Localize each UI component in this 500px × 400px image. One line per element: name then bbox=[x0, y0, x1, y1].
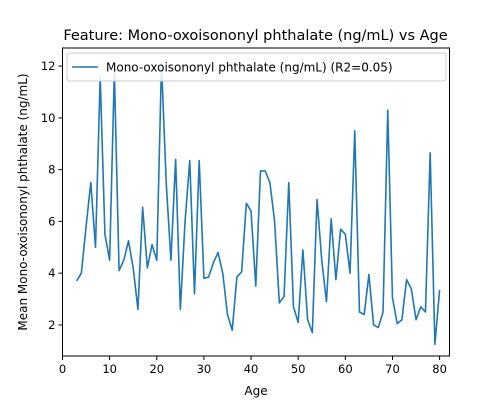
x-tick-label: 20 bbox=[149, 362, 164, 376]
series-line bbox=[75, 62, 441, 346]
legend-entry-label: Mono-oxoisononyl phthalate (ng/mL) (R2=0… bbox=[106, 61, 393, 75]
y-tick-label: 4 bbox=[48, 266, 55, 280]
x-tick-label: 40 bbox=[244, 362, 259, 376]
x-axis-ticks: 0 10 20 30 40 50 60 70 80 bbox=[59, 356, 447, 376]
series-layer bbox=[75, 62, 441, 346]
y-axis-ticks: 2 4 6 8 10 12 bbox=[41, 59, 63, 332]
y-tick-label: 8 bbox=[48, 163, 55, 177]
x-tick-label: 0 bbox=[59, 362, 66, 376]
y-tick-label: 6 bbox=[48, 214, 55, 228]
y-tick-label: 12 bbox=[41, 59, 56, 73]
x-tick-label: 70 bbox=[385, 362, 400, 376]
x-tick-label: 50 bbox=[291, 362, 306, 376]
x-tick-label: 10 bbox=[102, 362, 117, 376]
plot-area-frame bbox=[62, 47, 450, 357]
x-tick-label: 80 bbox=[432, 362, 447, 376]
x-tick-label: 60 bbox=[338, 362, 353, 376]
legend-box bbox=[66, 52, 447, 82]
y-tick-label: 2 bbox=[48, 318, 55, 332]
y-tick-label: 10 bbox=[41, 111, 56, 125]
x-tick-label: 30 bbox=[197, 362, 212, 376]
y-axis-label: Mean Mono-oxoisononyl phthalate (ng/mL) bbox=[16, 73, 30, 330]
legend: Mono-oxoisononyl phthalate (ng/mL) (R2=0… bbox=[66, 52, 447, 82]
x-axis-label: Age bbox=[244, 384, 267, 398]
chart-title: Feature: Mono-oxoisononyl phthalate (ng/… bbox=[63, 28, 447, 44]
